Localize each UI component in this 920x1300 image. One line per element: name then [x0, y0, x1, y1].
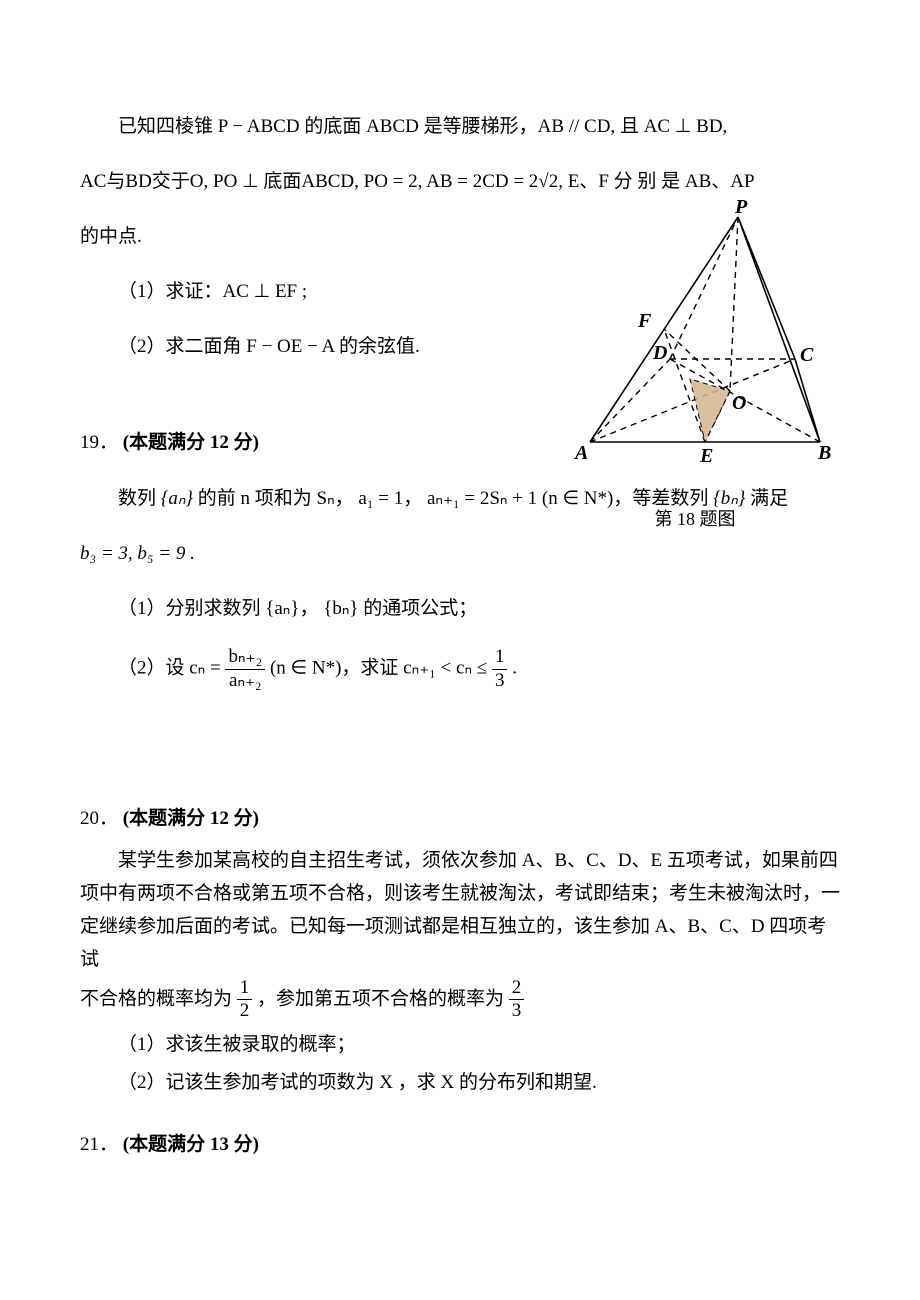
q19-p2c: . — [512, 658, 517, 679]
svg-text:P: P — [734, 199, 748, 218]
q20-l2: 项中有两项不合格或第五项不合格，则该考生就被淘汰，考试即结束；考生未被淘汰时，一 — [80, 883, 840, 904]
q20-line1: 某学生参加某高校的自主招生考试，须依次参加 A、B、C、D、E 五项考试，如果前… — [80, 844, 840, 877]
q18-part1-text: （1）求证：AC ⊥ EF ; — [118, 281, 307, 302]
svg-text:E: E — [699, 445, 713, 467]
q19-frac2-den: 3 — [492, 670, 508, 693]
q18-part2-text: （2）求二面角 F − OE − A 的余弦值. — [118, 336, 420, 357]
q19-an: {aₙ} — [161, 488, 193, 509]
q19-number: 19． — [80, 432, 118, 453]
q20-line4: 不合格的概率均为 1 2 ，参加第五项不合格的概率为 2 3 — [80, 977, 840, 1024]
q18-text-2: AC与BD交于O, PO ⊥ 底面ABCD, PO = 2, AB = 2CD … — [80, 171, 755, 192]
q19-l1a: 数列 — [118, 488, 156, 509]
q19-p1: （1）分别求数列 {aₙ}， {bₙ} 的通项公式； — [118, 598, 477, 619]
q19-part2: （2）设 cₙ = bₙ₊₂ aₙ₊₂ (n ∈ N*)，求证 cₙ₊₁ < c… — [80, 646, 840, 693]
q18-text-3: 的中点. — [80, 226, 142, 247]
fraction-icon: 1 2 — [237, 977, 253, 1024]
svg-text:B: B — [817, 442, 831, 464]
q20-f1n: 1 — [237, 977, 253, 1001]
q18-intro-3: 的中点. — [80, 219, 510, 255]
pyramid-diagram: P F D C O A E B — [540, 199, 850, 489]
fraction-icon: 2 3 — [509, 977, 525, 1024]
q20-p1: （1）求该生被录取的概率； — [118, 1034, 356, 1055]
fraction-icon: 1 3 — [492, 646, 508, 693]
q18-figure-caption: 第 18 题图 — [540, 502, 850, 536]
q19-frac1-num: bₙ₊₂ — [225, 646, 265, 670]
q19-header-text: (本题满分 12 分) — [123, 432, 259, 453]
q19-part1: （1）分别求数列 {aₙ}， {bₙ} 的通项公式； — [80, 591, 840, 627]
q18-figure: P F D C O A E B 第 18 题图 — [540, 199, 850, 536]
q20-f2d: 3 — [509, 1000, 525, 1023]
q20-header: 20． (本题满分 12 分) — [80, 801, 840, 837]
q20-body: 某学生参加某高校的自主招生考试，须依次参加 A、B、C、D、E 五项考试，如果前… — [80, 844, 840, 1024]
q20-number: 20． — [80, 808, 118, 829]
q19-p2a: （2）设 cₙ = — [118, 658, 225, 679]
q20-l3: 定继续参加后面的考试。已知每一项测试都是相互独立的，该生参加 A、B、C、D 四… — [80, 916, 826, 970]
q19-frac2-num: 1 — [492, 646, 508, 670]
q21-number: 21． — [80, 1134, 118, 1155]
q19-l2: b₃ = 3, b₅ = 9 . — [80, 543, 195, 564]
q21-header: 21． (本题满分 13 分) — [80, 1127, 840, 1163]
q20-line2: 项中有两项不合格或第五项不合格，则该考生就被淘汰，考试即结束；考生未被淘汰时，一 — [80, 877, 840, 910]
fraction-icon: bₙ₊₂ aₙ₊₂ — [225, 646, 265, 693]
svg-text:D: D — [652, 342, 667, 364]
svg-text:O: O — [732, 392, 746, 414]
svg-text:C: C — [800, 344, 814, 366]
q20-l4b: ，参加第五项不合格的概率为 — [257, 988, 504, 1009]
q18-text-1: 已知四棱锥 P − ABCD 的底面 ABCD 是等腰梯形，AB // CD, … — [118, 116, 727, 137]
q20-p2: （2）记该生参加考试的项数为 X ，求 X 的分布列和期望. — [118, 1072, 597, 1093]
page-content: 已知四棱锥 P − ABCD 的底面 ABCD 是等腰梯形，AB // CD, … — [80, 109, 840, 1163]
q20-line3: 定继续参加后面的考试。已知每一项测试都是相互独立的，该生参加 A、B、C、D 四… — [80, 910, 840, 977]
spacer — [80, 711, 840, 771]
q20-f2n: 2 — [509, 977, 525, 1001]
q20-l4a: 不合格的概率均为 — [80, 988, 232, 1009]
q19-frac1-den: aₙ₊₂ — [225, 670, 265, 693]
svg-text:A: A — [573, 442, 588, 464]
q20-part2: （2）记该生参加考试的项数为 X ，求 X 的分布列和期望. — [80, 1065, 840, 1101]
q18-part1: （1）求证：AC ⊥ EF ; — [80, 274, 510, 310]
q21-header-text: (本题满分 13 分) — [123, 1134, 259, 1155]
q19-line2: b₃ = 3, b₅ = 9 . — [80, 536, 840, 572]
q18-part2: （2）求二面角 F − OE − A 的余弦值. — [80, 329, 510, 365]
q19-p2b: (n ∈ N*)，求证 cₙ₊₁ < cₙ ≤ — [270, 658, 492, 679]
q20-header-text: (本题满分 12 分) — [123, 808, 259, 829]
q20-f1d: 2 — [237, 1000, 253, 1023]
svg-text:F: F — [637, 310, 652, 332]
q18-intro-2: AC与BD交于O, PO ⊥ 底面ABCD, PO = 2, AB = 2CD … — [80, 164, 840, 200]
q20-l1: 某学生参加某高校的自主招生考试，须依次参加 A、B、C、D、E 五项考试，如果前… — [118, 850, 838, 871]
q18-intro-1: 已知四棱锥 P − ABCD 的底面 ABCD 是等腰梯形，AB // CD, … — [80, 109, 840, 145]
q20-part1: （1）求该生被录取的概率； — [80, 1027, 840, 1063]
q18-block: 已知四棱锥 P − ABCD 的底面 ABCD 是等腰梯形，AB // CD, … — [80, 109, 840, 365]
